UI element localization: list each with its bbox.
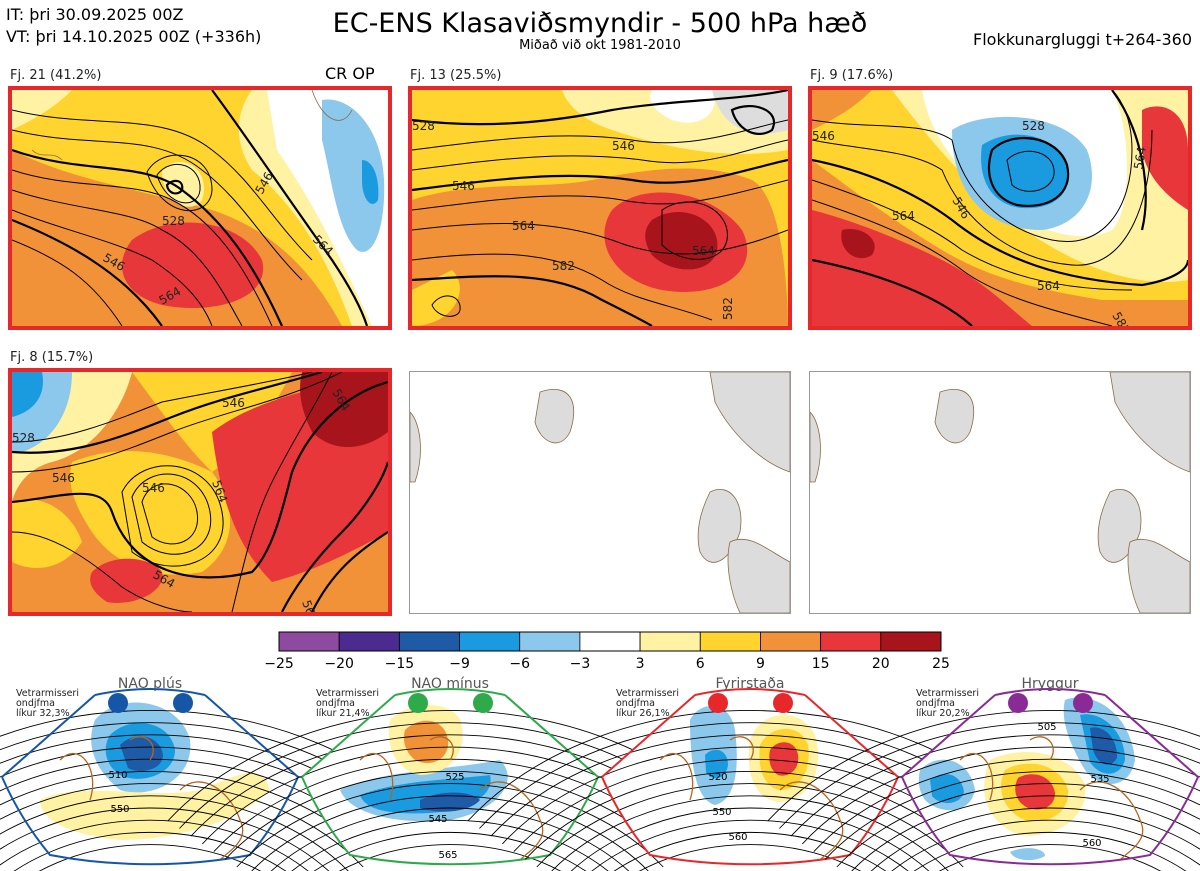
- regime-contour-label: 545: [428, 814, 447, 825]
- regime-notes: Vetrarmisseri ondjfma líkur 26,1%: [616, 689, 679, 719]
- regime-marker: [708, 693, 728, 713]
- regime-title: NAO mínus: [411, 676, 489, 692]
- regime-marker: [473, 693, 493, 713]
- regime-marker: [1008, 693, 1028, 713]
- page-title: EC-ENS Klasaviðsmyndir - 500 hPa hæð: [332, 8, 868, 39]
- regime-contour-label: 560: [728, 832, 747, 843]
- colorbar-tick-label: −25: [264, 656, 294, 672]
- colorbar-tick-label: 15: [811, 656, 830, 672]
- regime-note: ondjfma: [316, 698, 355, 709]
- regime-note: Vetrarmisseri: [316, 688, 379, 699]
- colorbar-tick-label: −20: [324, 656, 354, 672]
- contour-label: 582: [721, 297, 735, 320]
- panel-label-1: Fj. 21 (41.2%): [10, 68, 102, 83]
- cluster-map-1: 528 546 564 546 564: [8, 86, 392, 330]
- regime-title: Hryggur: [1021, 676, 1079, 692]
- contour-label: 582: [552, 259, 575, 273]
- colorbar-tick-label: 9: [755, 656, 765, 672]
- regime-note: ondjfma: [616, 698, 655, 709]
- contour-label: 528: [412, 119, 435, 133]
- colorbar-tick-label: −9: [449, 656, 470, 672]
- regime-note: líkur 26,1%: [616, 708, 670, 719]
- panel-label-4: Fj. 8 (15.7%): [10, 350, 94, 365]
- contour-label: 546: [52, 471, 75, 485]
- contour-label: 546: [142, 481, 165, 495]
- regime-title: Fyrirstaða: [715, 676, 785, 692]
- regime-note: líkur 20,2%: [916, 708, 970, 719]
- regime-note: líkur 32,3%: [16, 708, 70, 719]
- cluster-map-3: 528 546 564 546 564 564 582: [808, 86, 1192, 330]
- header-times: IT: þri 30.09.2025 00Z VT: þri 14.10.202…: [6, 4, 261, 48]
- regime-title: NAO plús: [117, 676, 183, 692]
- page-subtitle: Miðað við okt 1981-2010: [519, 38, 681, 53]
- empty-map-6: [809, 371, 1191, 614]
- colorbar-tick-label: −6: [509, 656, 531, 672]
- contour-label: 546: [222, 396, 245, 410]
- regime-note: Vetrarmisseri: [916, 688, 979, 699]
- cluster-map-4: 546 546 564 546 564 564 564 528: [8, 368, 392, 616]
- colorbar-tick-label: 25: [932, 656, 950, 672]
- panel-label-3: Fj. 9 (17.6%): [810, 68, 894, 83]
- contour-label: 528: [12, 431, 35, 445]
- regime-marker: [408, 693, 428, 713]
- initial-time: IT: þri 30.09.2025 00Z: [6, 5, 184, 24]
- regime-note: Vetrarmisseri: [16, 688, 79, 699]
- contour-label: 564: [1131, 146, 1149, 171]
- regime-notes: Vetrarmisseri ondjfma líkur 20,2%: [916, 689, 979, 719]
- regime-notes: Vetrarmisseri ondjfma líkur 32,3%: [16, 689, 79, 719]
- regime-note: líkur 21,4%: [316, 708, 370, 719]
- regime-contour-label: 550: [712, 807, 731, 818]
- colorbar: [278, 631, 942, 652]
- regime-marker: [173, 693, 193, 713]
- panel-tag-crop: CR OP: [325, 64, 375, 83]
- contour-label: 564: [892, 209, 915, 223]
- contour-label: 564: [1037, 279, 1060, 293]
- colorbar-tick-label: −15: [384, 656, 415, 672]
- panel-label-2: Fj. 13 (25.5%): [410, 68, 502, 83]
- regime-contour-label: 550: [110, 804, 129, 815]
- contour-label: 564: [512, 219, 535, 233]
- contour-label: 528: [1022, 119, 1045, 133]
- regime-contour-label: 525: [445, 772, 464, 783]
- colorbar-tick-label: −3: [569, 656, 591, 672]
- cluster-map-2: 528 546 564 582 564 546 582: [408, 86, 792, 330]
- regime-marker: [108, 693, 128, 713]
- contour-label: 546: [452, 179, 475, 193]
- regime-contour-label: 560: [1082, 838, 1101, 849]
- clustering-window: Flokkunargluggi t+264-360: [973, 30, 1192, 49]
- contour-label: 546: [812, 129, 835, 143]
- contour-label: 564: [692, 244, 715, 258]
- regime-contour-label: 510: [108, 770, 127, 781]
- regime-note: ondjfma: [16, 698, 55, 709]
- regime-marker: [773, 693, 793, 713]
- empty-map-5: [409, 371, 791, 614]
- colorbar-tick-label: 3: [635, 656, 645, 672]
- regime-contour-label: 535: [1090, 774, 1109, 785]
- regime-note: ondjfma: [916, 698, 955, 709]
- regime-note: Vetrarmisseri: [616, 688, 679, 699]
- regime-contour-label: 505: [1037, 722, 1056, 733]
- regime-contour-label: 565: [438, 850, 457, 861]
- contour-label: 528: [162, 214, 185, 228]
- colorbar-tick-label: 6: [695, 656, 705, 672]
- contour-label: 546: [612, 139, 635, 153]
- regime-contour-label: 520: [708, 772, 727, 783]
- regime-marker: [1073, 693, 1093, 713]
- colorbar-tick-label: 20: [871, 656, 890, 672]
- valid-time: VT: þri 14.10.2025 00Z (+336h): [6, 27, 262, 46]
- regime-notes: Vetrarmisseri ondjfma líkur 21,4%: [316, 689, 379, 719]
